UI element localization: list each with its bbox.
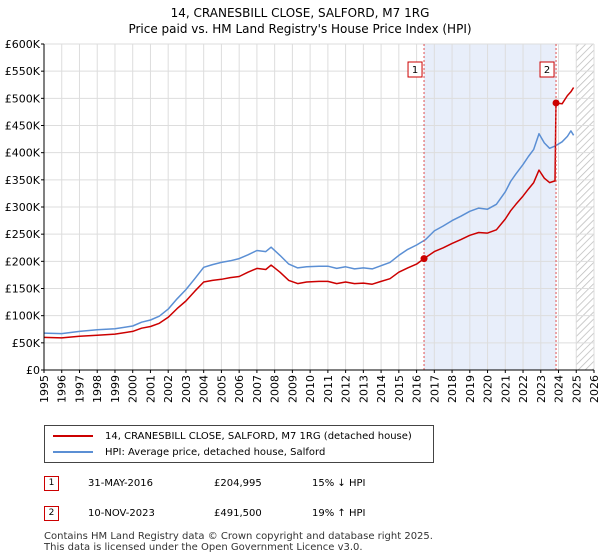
y-tick-label: £300K xyxy=(5,201,41,214)
sale-label-box-2 xyxy=(539,61,555,78)
sale-label-box-1 xyxy=(407,61,423,78)
x-tick-label: 2007 xyxy=(251,375,264,403)
x-tick-label: 2008 xyxy=(269,375,282,403)
x-tick-label: 1998 xyxy=(91,375,104,403)
sale-point-1 xyxy=(420,255,428,263)
x-tick-label: 2021 xyxy=(499,375,512,403)
y-tick-label: £350K xyxy=(5,174,41,187)
x-tick-label: 2022 xyxy=(517,375,530,403)
y-tick-label: £250K xyxy=(5,228,41,241)
sale-price-2: £491,500 xyxy=(214,508,262,519)
sale-hpi-2: 19% ↑ HPI xyxy=(312,508,366,519)
x-tick-label: 2014 xyxy=(375,375,388,403)
sale-hpi-1: 15% ↓ HPI xyxy=(312,478,366,489)
x-tick-label: 2001 xyxy=(144,375,157,403)
y-tick-label: £400K xyxy=(5,147,41,160)
sale-price-1: £204,995 xyxy=(214,478,262,489)
x-tick-label: 2020 xyxy=(482,375,495,403)
x-tick-label: 2002 xyxy=(162,375,175,403)
x-tick-label: 2000 xyxy=(127,375,140,403)
legend-swatch-blue xyxy=(53,451,93,453)
x-tick-label: 2025 xyxy=(570,375,583,403)
x-tick-label: 1995 xyxy=(38,375,51,403)
x-tick-label: 2004 xyxy=(198,375,211,403)
footer-line-1: Contains HM Land Registry data © Crown c… xyxy=(44,531,433,542)
legend-label-property: 14, CRANESBILL CLOSE, SALFORD, M7 1RG (d… xyxy=(105,430,412,442)
x-tick-label: 2016 xyxy=(411,375,424,403)
sale-marker-2: 2 xyxy=(44,506,59,521)
x-tick-label: 2019 xyxy=(464,375,477,403)
x-tick-label: 2018 xyxy=(446,375,459,403)
series-line-hpi xyxy=(43,130,575,335)
footer-line-2: This data is licensed under the Open Gov… xyxy=(44,542,363,553)
chart-title: 14, CRANESBILL CLOSE, SALFORD, M7 1RG xyxy=(170,6,430,20)
x-tick-label: 2023 xyxy=(535,375,548,403)
x-tick-label: 2003 xyxy=(180,375,193,403)
sale-date-2: 10-NOV-2023 xyxy=(88,508,155,519)
x-tick-label: 2011 xyxy=(322,375,335,403)
x-tick-label: 2012 xyxy=(340,375,353,403)
legend-item-property: 14, CRANESBILL CLOSE, SALFORD, M7 1RG (d… xyxy=(53,429,412,443)
y-tick-label: £150K xyxy=(5,283,41,296)
x-tick-label: 2009 xyxy=(286,375,299,403)
legend-label-hpi: HPI: Average price, detached house, Salf… xyxy=(105,446,326,458)
y-tick-label: £200K xyxy=(5,255,41,268)
x-tick-label: 2010 xyxy=(304,375,317,403)
legend-item-hpi: HPI: Average price, detached house, Salf… xyxy=(53,445,325,459)
sale-marker-1: 1 xyxy=(44,476,59,491)
sale-label-2: 2 xyxy=(544,65,550,76)
footer: Contains HM Land Registry data © Crown c… xyxy=(44,531,433,553)
x-tick-label: 2005 xyxy=(215,375,228,403)
price-chart: 1 2 £0 £50K £100K £150K £200K £250K £300K £350K £… xyxy=(5,38,600,403)
x-tick-label: 1997 xyxy=(73,375,86,403)
x-tick-label: 2015 xyxy=(393,375,406,403)
y-tick-label: £500K xyxy=(5,92,41,105)
sale-label-1: 1 xyxy=(412,65,418,76)
x-tick-label: 2017 xyxy=(428,375,441,403)
y-tick-label: £100K xyxy=(5,310,41,323)
sale-date-1: 31-MAY-2016 xyxy=(88,478,154,489)
x-tick-label: 2013 xyxy=(357,375,370,403)
x-tick-label: 2026 xyxy=(588,375,600,403)
y-tick-label: £50K xyxy=(12,337,41,350)
y-tick-label: £550K xyxy=(5,65,41,78)
x-tick-label: 1999 xyxy=(109,375,122,403)
x-tick-label: 2024 xyxy=(553,375,566,403)
y-tick-label: £0 xyxy=(26,364,40,377)
chart-legend: 14, CRANESBILL CLOSE, SALFORD, M7 1RG (d… xyxy=(44,425,434,463)
x-tick-label: 2006 xyxy=(233,375,246,403)
x-tick-label: 1996 xyxy=(56,375,69,403)
y-tick-label: £600K xyxy=(5,38,41,51)
legend-swatch-red xyxy=(53,435,93,437)
y-tick-label: £450K xyxy=(5,120,41,133)
chart-subtitle: Price paid vs. HM Land Registry's House … xyxy=(128,22,472,36)
sale-point-2 xyxy=(552,99,560,107)
series-line-property xyxy=(43,87,575,339)
